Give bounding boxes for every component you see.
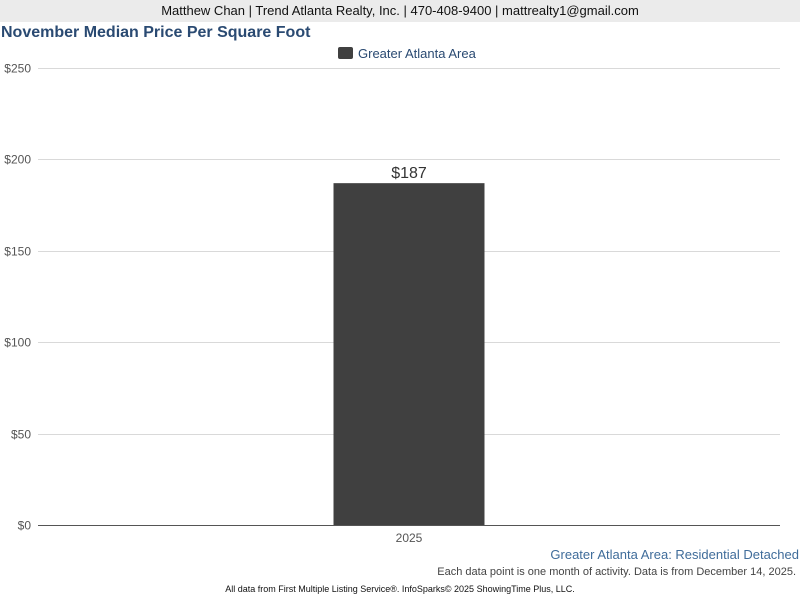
y-tick-label: $50 (11, 428, 31, 442)
chart-subtitle: Greater Atlanta Area: Residential Detach… (550, 547, 799, 562)
chart-title: November Median Price Per Square Foot (1, 24, 311, 41)
data-source: All data from First Multiple Listing Ser… (225, 584, 575, 594)
bar[interactable] (333, 183, 485, 525)
legend-swatch (338, 47, 353, 59)
legend-label: Greater Atlanta Area (358, 45, 476, 61)
bars: $187 (333, 165, 485, 525)
x-tick-label: 2025 (396, 531, 423, 545)
header-contact-bar: Matthew Chan | Trend Atlanta Realty, Inc… (0, 0, 800, 22)
y-axis-ticks: $0 $50 $100 $150 $200 $250 (4, 62, 31, 533)
x-axis-ticks: 2025 (396, 531, 423, 545)
bar-data-label: $187 (391, 165, 427, 182)
chart-legend[interactable]: Greater Atlanta Area (338, 45, 476, 61)
y-tick-label: $0 (18, 519, 32, 533)
data-note: Each data point is one month of activity… (437, 566, 796, 578)
y-tick-label: $100 (4, 336, 31, 350)
y-tick-label: $250 (4, 62, 31, 76)
y-tick-label: $150 (4, 245, 31, 259)
y-tick-label: $200 (4, 153, 31, 167)
header-contact-text: Matthew Chan | Trend Atlanta Realty, Inc… (161, 3, 639, 18)
